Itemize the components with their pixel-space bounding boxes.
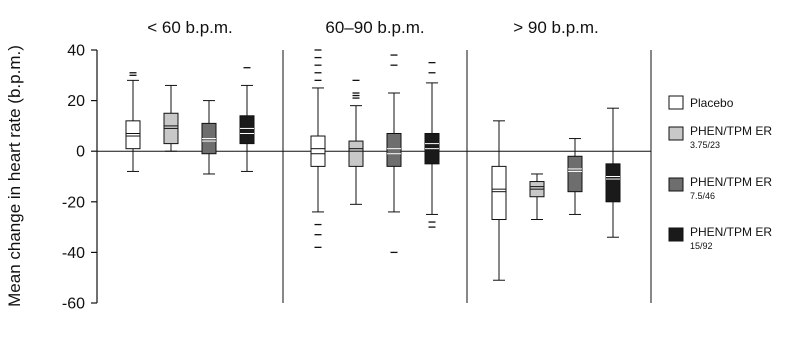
y-tick-label: 20 <box>67 93 85 110</box>
y-axis-title: Mean change in heart rate (b.p.m.) <box>5 45 24 307</box>
group-label: > 90 b.p.m. <box>513 18 599 37</box>
y-tick-label: -40 <box>62 245 85 262</box>
group-label: 60–90 b.p.m. <box>325 18 424 37</box>
legend-label: PHEN/TPM ER <box>690 124 772 138</box>
axis-layer: 40 20 0 -20 -40 -60 < 60 b.p.m. 60–90 b.p.m. > 9… <box>62 18 652 313</box>
box-iqr <box>239 115 255 145</box>
legend-sublabel: 3.75/23 <box>690 140 720 150</box>
legend-label: Placebo <box>690 96 734 110</box>
box-iqr <box>310 135 326 167</box>
legend-swatch <box>668 126 684 141</box>
legend-swatch <box>668 227 684 242</box>
box-iqr <box>567 155 583 193</box>
legend-label: PHEN/TPM ER <box>690 225 772 239</box>
group-label: < 60 b.p.m. <box>147 18 233 37</box>
legend-sublabel: 7.5/46 <box>690 191 715 201</box>
legend-swatch <box>668 177 684 192</box>
y-tick-label: -60 <box>62 296 85 313</box>
box-iqr <box>125 120 141 150</box>
box-iqr <box>491 165 507 221</box>
box-iqr <box>605 163 621 203</box>
legend-label: PHEN/TPM ER <box>690 175 772 189</box>
legend-swatch <box>668 95 684 110</box>
box-layer <box>125 49 621 281</box>
y-tick-label: 0 <box>76 144 85 161</box>
box-iqr <box>386 132 402 167</box>
legend: Placebo PHEN/TPM ER 3.75/23 PHEN/TPM ER 7.5/… <box>668 95 772 251</box>
box-iqr <box>348 140 364 167</box>
y-tick-label: 40 <box>67 43 85 60</box>
legend-sublabel: 15/92 <box>690 241 713 251</box>
y-tick-label: -20 <box>62 194 85 211</box>
